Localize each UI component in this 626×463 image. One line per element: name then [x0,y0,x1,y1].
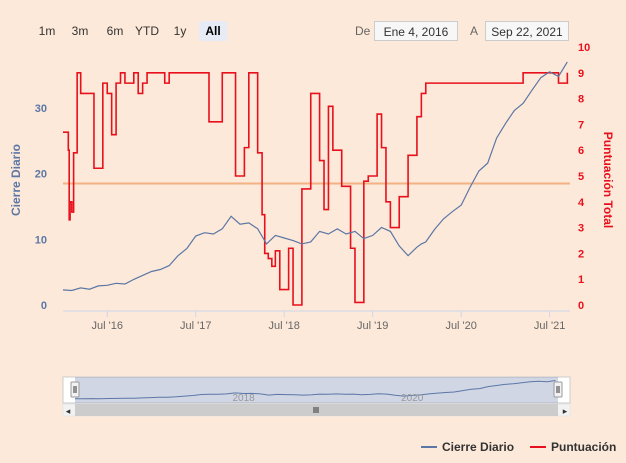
series-cierre-line [62,61,568,292]
plot-area [63,47,570,311]
y-left-tick: 20 [35,169,47,181]
scroll-right-arrow-icon: ▸ [563,407,568,417]
range-button-all[interactable]: All [199,21,227,41]
range-button-1y[interactable]: 1y [173,24,187,38]
y-left-tick: 10 [35,234,47,246]
navigator-frame [62,376,571,404]
x-tick-label: Jul '19 [357,320,388,332]
to-label: A [470,24,479,38]
y-right-tick: 5 [578,171,584,183]
navigator-mask [75,377,558,403]
legend-cierre-label[interactable]: Cierre Diario [442,440,515,454]
y-right-tick: 6 [578,145,584,157]
navigator-series [75,380,556,400]
from-label: De [355,24,371,38]
range-button-1m[interactable]: 1m [38,24,56,38]
y-right-tick: 7 [578,119,584,131]
y-right-tick: 1 [578,274,584,286]
navigator-tick: 2018 [232,393,255,404]
legend-cierre-swatch [421,446,437,448]
navigator-tick: 2020 [401,393,424,404]
x-tick-label: Jul '17 [180,320,211,332]
scroll-left-arrow-icon: ◂ [66,407,71,417]
x-tick-label: Jul '18 [268,320,299,332]
x-tick-label: Jul '20 [445,320,476,332]
y-right-tick: 2 [578,248,584,260]
y-left-tick: 0 [41,300,47,312]
from-date-input[interactable]: Ene 4, 2016 [374,21,458,41]
legend-puntuacion-label[interactable]: Puntuación [551,440,617,454]
y-right-tick: 0 [578,300,584,312]
navigator-handle-right[interactable] [553,381,563,398]
range-button-ytd[interactable]: YTD [135,24,159,38]
y-right-tick: 8 [578,94,584,106]
legend-puntuacion-swatch [530,446,546,448]
range-button-6m[interactable]: 6m [106,24,124,38]
y-left-tick: 30 [35,103,47,115]
y-left-title: Cierre Diario [9,144,23,216]
x-tick-label: Jul '21 [534,320,565,332]
x-tick-label: Jul '16 [92,320,123,332]
range-button-3m[interactable]: 3m [71,24,89,38]
series-puntuacion-line [63,72,569,306]
y-right-tick: 10 [578,42,590,54]
y-right-tick: 3 [578,223,584,235]
y-right-tick: 9 [578,68,584,80]
y-right-title: Puntuación Total [601,132,615,228]
y-right-tick: 4 [578,197,585,209]
navigator-handle-left[interactable] [70,381,80,398]
to-date-input[interactable]: Sep 22, 2021 [485,21,569,41]
